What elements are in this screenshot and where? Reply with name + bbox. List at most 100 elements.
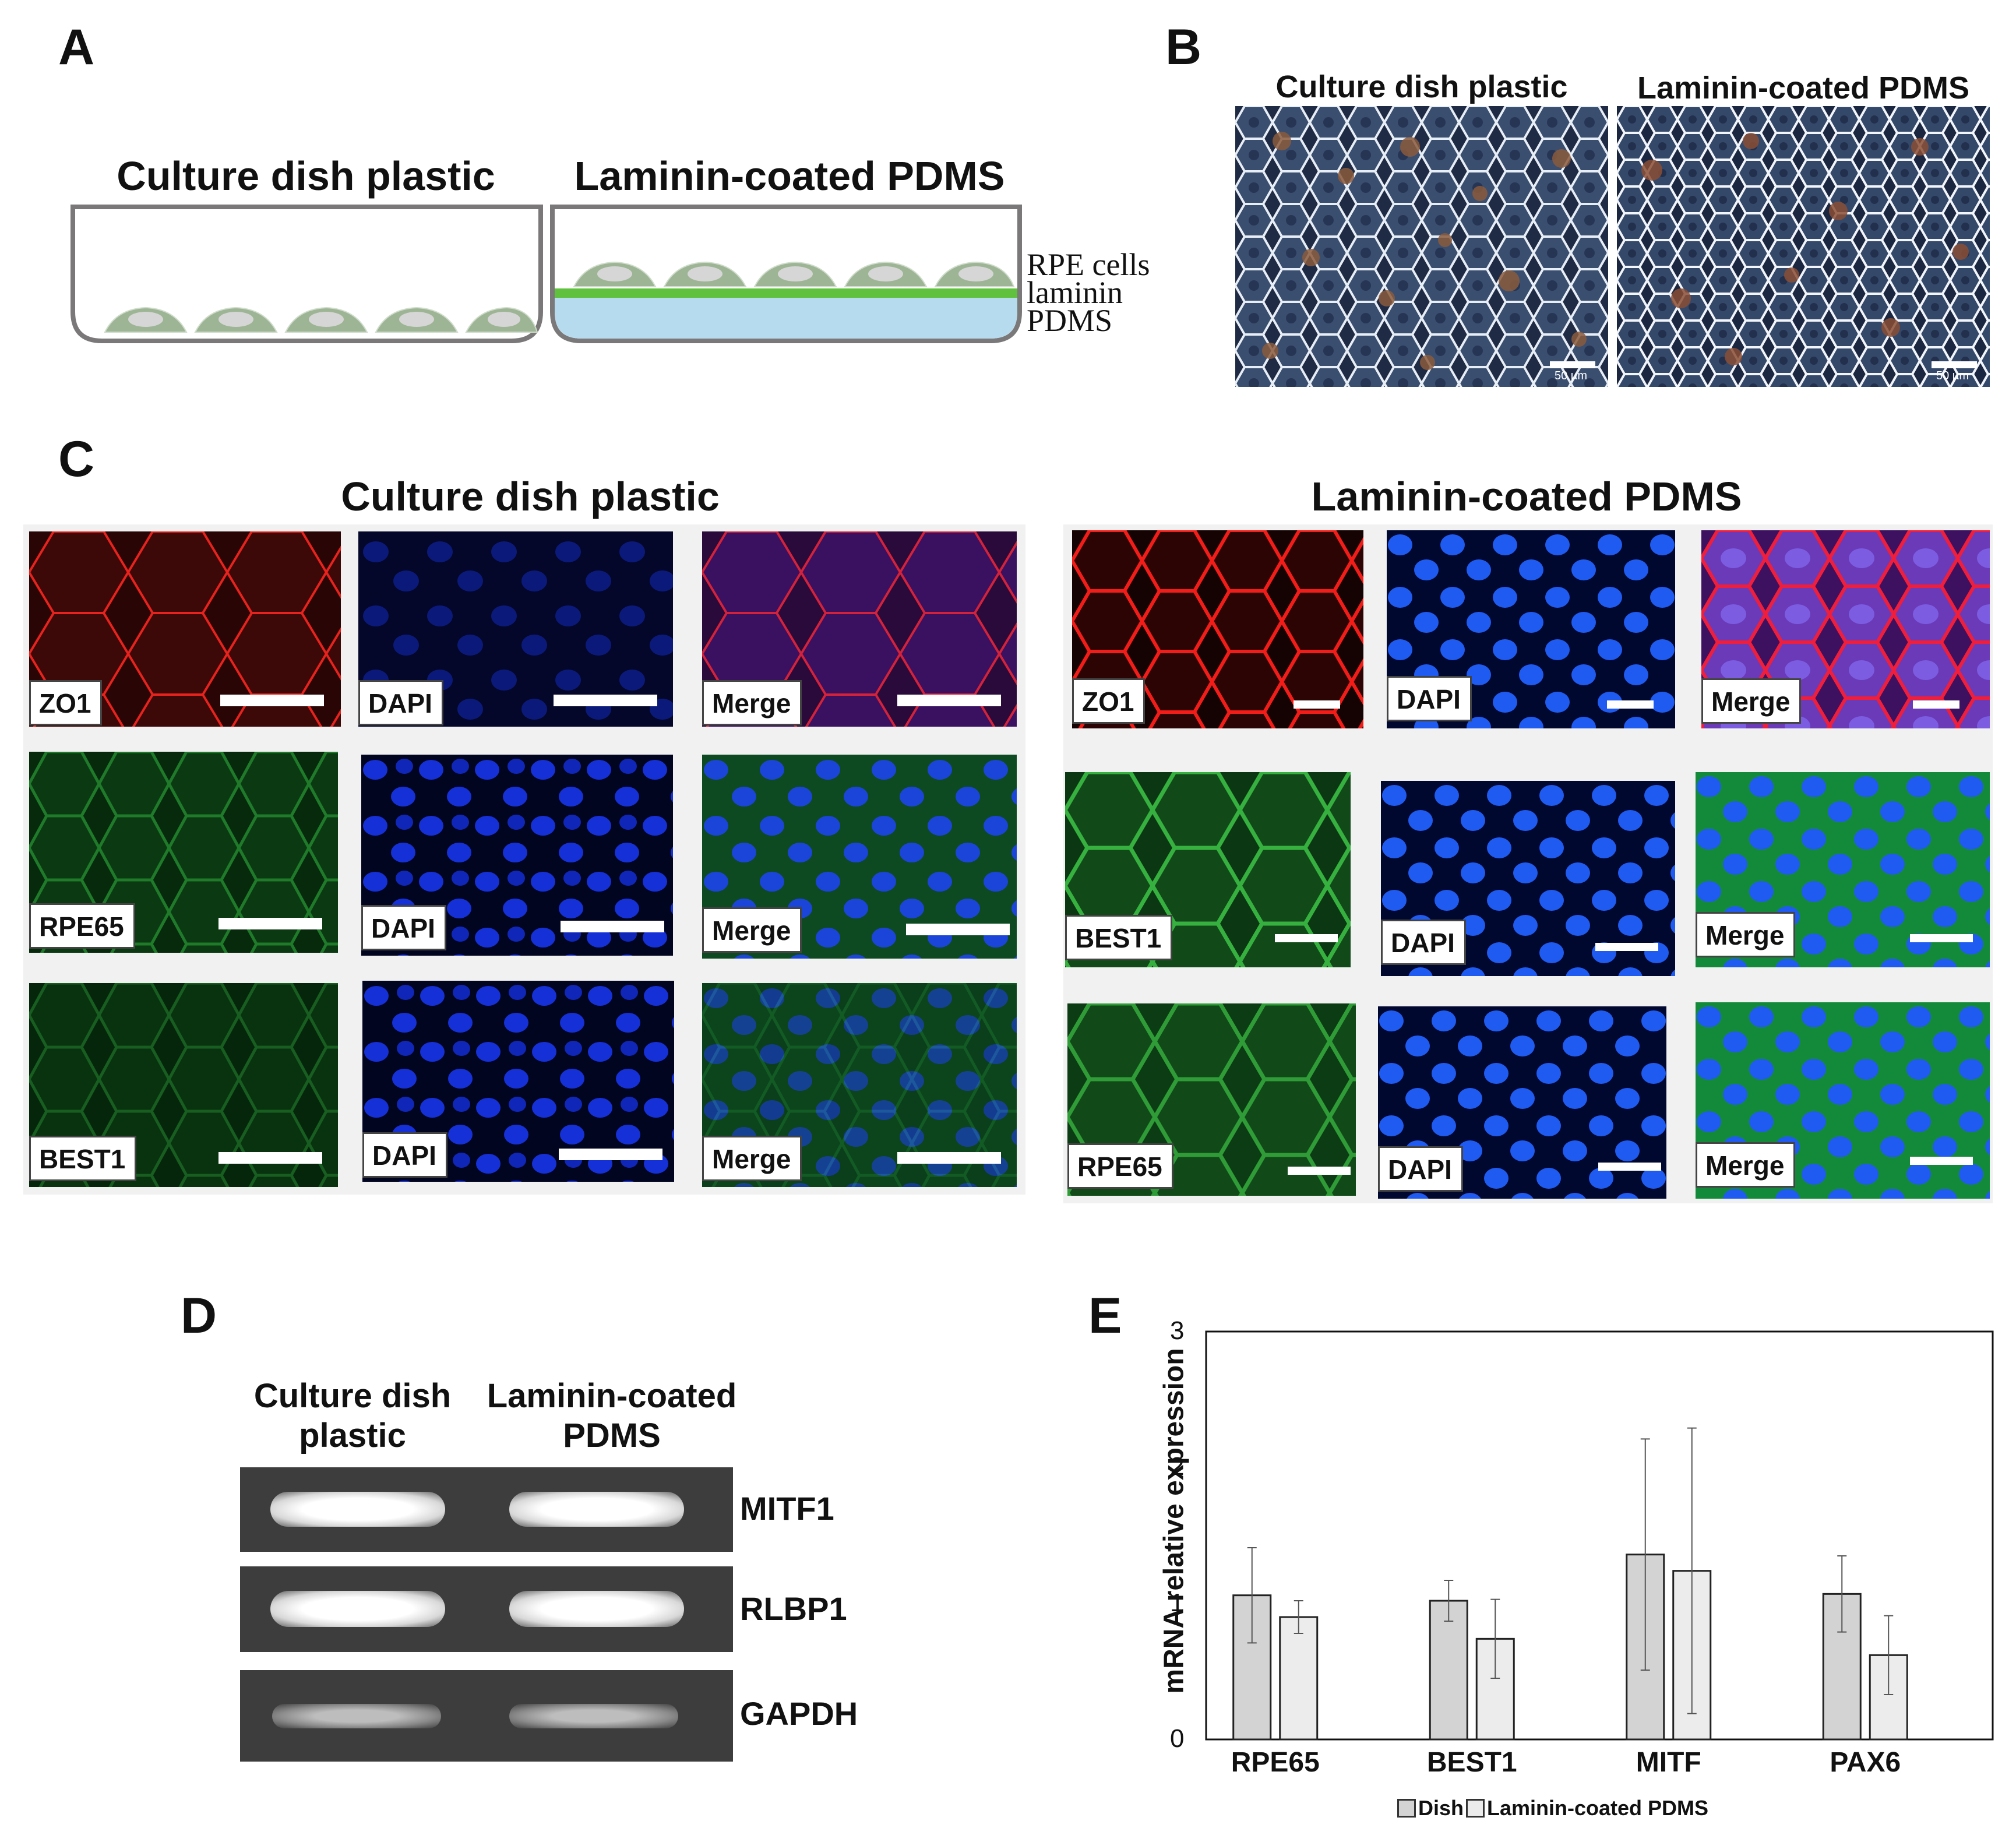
y-axis-title: mRNA relative expression (1158, 1348, 1190, 1694)
x-tick-label: PAX6 (1830, 1747, 1901, 1778)
layer-labels: RPE cells laminin PDMS (1027, 247, 1150, 338)
phase-contrast-pdms: 50 µm (1617, 106, 1990, 387)
stain-label: BEST1 (29, 1136, 137, 1181)
error-bar (1837, 1555, 1847, 1633)
stain-label: DAPI (1378, 1146, 1463, 1192)
label-rpe-cells: RPE cells (1027, 247, 1150, 282)
gel-lane-mitf1 (240, 1467, 733, 1552)
dish-plastic-outline (71, 205, 543, 343)
micro-merge-pdms-1: Merge (1701, 530, 1990, 728)
error-bar (1640, 1438, 1650, 1671)
bar-pdms-pax6 (1869, 1654, 1908, 1741)
panel-b-right-title: Laminin-coated PDMS (1637, 71, 1970, 105)
error-bar (1884, 1615, 1894, 1695)
stain-label: DAPI (1381, 920, 1466, 965)
x-tick-label: BEST1 (1426, 1747, 1517, 1778)
gel-lane-rlbp1 (240, 1566, 733, 1652)
stain-label: Merge (1696, 1142, 1796, 1188)
y-axis-title-wrap: mRNA relative expression (1139, 1305, 1209, 1737)
band-pdms (509, 1492, 684, 1527)
micro-zo1-pdms: ZO1 (1072, 530, 1363, 728)
stain-label: DAPI (361, 905, 446, 950)
gene-label-mitf1: MITF1 (740, 1490, 834, 1527)
micro-dapi-dish-1: DAPI (358, 531, 673, 727)
scale-bar (1595, 943, 1658, 951)
micro-rpe65-dish: RPE65 (29, 752, 338, 953)
label-laminin: laminin (1027, 275, 1123, 310)
scale-bar (1294, 700, 1340, 709)
gel-lane-gapdh (240, 1670, 733, 1762)
scale-bar (897, 695, 1001, 706)
scale-bar (1275, 934, 1338, 942)
chart-legend: Dish Laminin-coated PDMS (1397, 1796, 1708, 1820)
micro-best1-dish: BEST1 (29, 983, 338, 1187)
micro-merge-pdms-2: Merge (1696, 772, 1990, 967)
micro-dapi-dish-3: DAPI (362, 981, 674, 1182)
stain-label: RPE65 (1067, 1143, 1173, 1189)
legend-label-dish: Dish (1418, 1796, 1464, 1820)
stain-label: DAPI (358, 680, 443, 725)
band-pdms (509, 1704, 678, 1728)
error-bar (1247, 1547, 1257, 1644)
stain-label: ZO1 (29, 680, 103, 725)
laminin-layer (555, 288, 1017, 298)
scale-bar (218, 918, 322, 929)
scale-bar (218, 1152, 322, 1164)
micro-merge-dish-1: Merge (702, 531, 1017, 727)
band-dish (270, 1591, 445, 1627)
panel-label-c: C (58, 431, 95, 487)
bar-pdms-mitf (1672, 1570, 1712, 1741)
x-tick-label: MITF (1636, 1747, 1701, 1778)
error-bar (1687, 1427, 1697, 1714)
micro-zo1-dish: ZO1 (29, 531, 341, 727)
pdms-layer (555, 297, 1017, 339)
x-tick-label: RPE65 (1231, 1747, 1320, 1778)
culture-schematic (71, 205, 1022, 343)
panel-b-left-title: Culture dish plastic (1275, 69, 1568, 104)
band-dish (270, 1492, 445, 1527)
bar-dish-mitf (1626, 1554, 1665, 1741)
scale-bar (1607, 700, 1654, 709)
gene-label-gapdh: GAPDH (740, 1695, 858, 1732)
label-pdms: PDMS (1027, 303, 1113, 338)
bar-dish-best1 (1429, 1600, 1468, 1741)
stain-label: Merge (702, 1136, 802, 1181)
bar-pdms-best1 (1475, 1637, 1515, 1741)
scale-bar (554, 695, 657, 706)
plot-frame (1205, 1330, 1994, 1741)
stain-label: Merge (1696, 912, 1796, 957)
stain-label: DAPI (1387, 676, 1472, 721)
error-bar (1294, 1600, 1303, 1634)
micro-best1-pdms: BEST1 (1065, 772, 1351, 967)
scale-bar (1598, 1163, 1661, 1171)
stain-label: Merge (702, 680, 802, 725)
scale-bar (906, 924, 1010, 935)
gene-label-rlbp1: RLBP1 (740, 1590, 847, 1627)
stain-label: RPE65 (29, 903, 135, 949)
stain-label: Merge (702, 907, 802, 953)
panel-label-a: A (58, 19, 95, 75)
gel-column-dish: Culture dish plastic (253, 1377, 452, 1454)
micro-merge-pdms-3: Merge (1696, 1002, 1990, 1199)
stain-label: ZO1 (1072, 678, 1146, 724)
stain-label: BEST1 (1065, 915, 1173, 960)
bar-dish-rpe65 (1232, 1594, 1272, 1741)
micro-dapi-pdms-3: DAPI (1378, 1006, 1666, 1199)
legend-label-pdms: Laminin-coated PDMS (1487, 1796, 1709, 1820)
panel-c-right-title: Laminin-coated PDMS (1311, 474, 1742, 519)
micro-dapi-pdms-1: DAPI (1387, 530, 1675, 728)
micro-rpe65-pdms: RPE65 (1067, 1003, 1356, 1196)
scale-bar (1550, 361, 1595, 368)
stain-label: Merge (1701, 678, 1802, 724)
scale-bar (1288, 1167, 1351, 1175)
band-pdms (509, 1591, 684, 1627)
band-dish (272, 1704, 441, 1728)
micro-merge-dish-3: Merge (702, 983, 1017, 1187)
scale-bar (561, 921, 664, 932)
panel-a-right-title: Laminin-coated PDMS (574, 153, 1005, 199)
rpe-cells-left (104, 307, 538, 333)
scale-bar-label: 50 µm (1936, 369, 1969, 382)
scale-bar (1913, 700, 1959, 709)
scale-bar (897, 1152, 1001, 1164)
error-bar (1490, 1598, 1500, 1679)
